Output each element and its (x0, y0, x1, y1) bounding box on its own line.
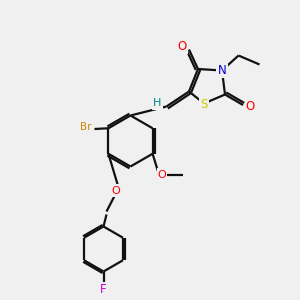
Text: O: O (178, 40, 187, 53)
Text: N: N (218, 64, 226, 77)
Text: Br: Br (80, 122, 91, 133)
Text: O: O (246, 100, 255, 113)
Text: S: S (200, 98, 208, 112)
Text: F: F (100, 283, 107, 296)
Text: H: H (153, 98, 162, 109)
Text: O: O (111, 185, 120, 196)
Text: O: O (158, 169, 166, 180)
